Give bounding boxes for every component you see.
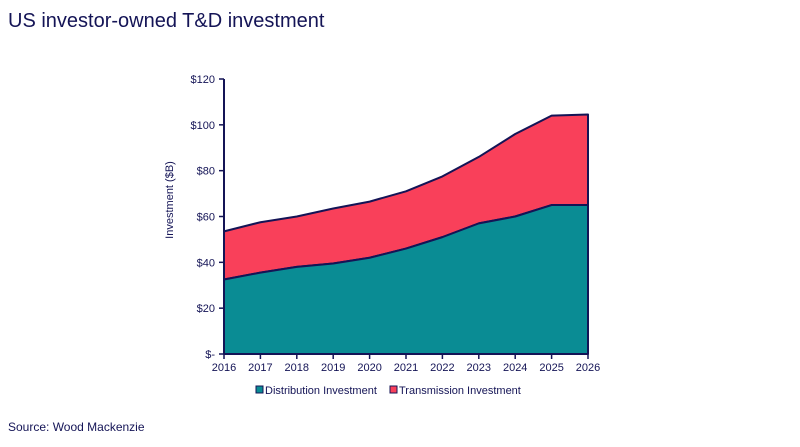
x-tick-label: 2024 <box>503 362 527 374</box>
x-tick-label: 2025 <box>539 362 563 374</box>
chart-legend: Distribution Investment Transmission Inve… <box>255 385 521 397</box>
y-tick-label: $- <box>205 349 215 361</box>
y-tick-label: $40 <box>197 257 215 269</box>
x-tick-label: 2017 <box>248 362 272 374</box>
legend-label-transmission: Transmission Investment <box>399 385 521 397</box>
x-tick-label: 2021 <box>394 362 418 374</box>
y-tick-label: $60 <box>197 212 215 224</box>
distribution-area <box>223 204 589 355</box>
x-tick-label: 2018 <box>285 362 309 374</box>
y-tick-label: $100 <box>191 120 215 132</box>
chart-axes: $- $20 $40 $60 $80 $100 $120 2016 2017 2018 2019 20… <box>191 74 601 374</box>
y-tick-label: $120 <box>191 74 215 86</box>
x-tick-label: 2016 <box>212 362 236 374</box>
x-tick-label: 2020 <box>357 362 381 374</box>
x-tick-label: 2019 <box>321 362 345 374</box>
y-tick-label: $80 <box>197 166 215 178</box>
page-title: US investor-owned T&D investment <box>8 10 325 32</box>
legend-swatch-transmission <box>389 385 398 394</box>
legend-label-distribution: Distribution Investment <box>265 385 377 397</box>
legend-swatch-distribution <box>255 385 264 394</box>
y-axis-title: Investment ($B) <box>164 161 176 239</box>
x-tick-label: 2026 <box>576 362 600 374</box>
x-tick-label: 2023 <box>467 362 491 374</box>
y-tick-label: $20 <box>197 303 215 315</box>
chart-areas <box>223 113 589 355</box>
x-tick-label: 2022 <box>430 362 454 374</box>
source-note: Source: Wood Mackenzie <box>8 420 145 434</box>
